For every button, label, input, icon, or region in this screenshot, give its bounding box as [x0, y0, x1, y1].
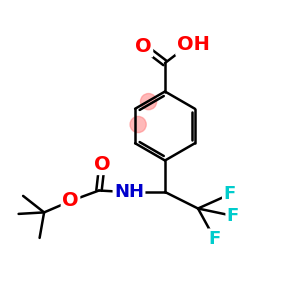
- Text: F: F: [224, 185, 236, 203]
- Circle shape: [130, 116, 146, 133]
- Text: NH: NH: [114, 183, 144, 201]
- Text: OH: OH: [177, 35, 210, 55]
- Text: O: O: [135, 37, 152, 56]
- Circle shape: [140, 94, 157, 110]
- Text: F: F: [208, 230, 221, 248]
- Text: O: O: [94, 154, 110, 174]
- Text: O: O: [62, 191, 79, 211]
- Text: F: F: [227, 207, 239, 225]
